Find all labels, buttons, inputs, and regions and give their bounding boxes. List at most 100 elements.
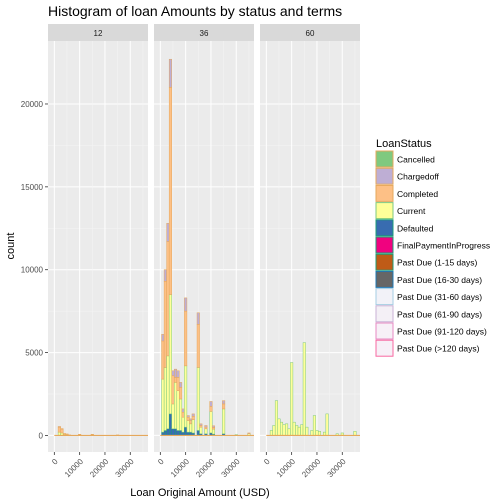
histogram-bar-chargedoff [222, 400, 226, 405]
facet-strip [260, 24, 360, 41]
legend-swatch [375, 150, 394, 168]
histogram-bar-current [161, 378, 165, 433]
histogram-bar-completed [222, 403, 226, 410]
legend-title: LoanStatus [376, 138, 432, 150]
histogram-bar-current [312, 415, 316, 436]
facet-strip [154, 24, 254, 41]
x-tick-label: 10000 [169, 457, 191, 479]
histogram-bar-chargedoff [209, 401, 213, 407]
histogram-bar-chargedoff [186, 415, 190, 418]
histogram-bar-chargedoff [161, 334, 165, 342]
legend-swatch [375, 270, 394, 288]
x-tick-label: 10000 [275, 457, 297, 479]
y-tick-label: 10000 [21, 266, 44, 275]
histogram-bar-defaulted [176, 430, 180, 436]
histogram-bar-completed [196, 324, 200, 368]
legend-swatch [375, 167, 394, 185]
histogram-bar-completed [168, 87, 172, 295]
histogram-bar-current [199, 426, 203, 435]
histogram-bar-current [297, 426, 301, 436]
histogram-bar-defaulted [184, 426, 188, 436]
legend-swatch [375, 339, 394, 357]
histogram-bar-current [292, 421, 296, 436]
x-tick-label: 20000 [194, 457, 216, 479]
histogram-bar-chargedoff [176, 370, 180, 378]
histogram-bar-completed [65, 433, 69, 436]
histogram-bar-chargedoff [199, 423, 203, 426]
x-tick-label: 0 [50, 457, 60, 467]
legend-label: FinalPaymentInProgress [397, 241, 490, 251]
x-axis-label: Loan Original Amount (USD) [130, 487, 269, 499]
x-tick-label: 0 [156, 457, 166, 467]
histogram-bar-current [181, 416, 185, 433]
histogram-bar-defaulted [179, 430, 183, 436]
histogram-bar-completed [186, 416, 190, 421]
legend-label: Completed [397, 189, 438, 199]
histogram-bar-completed [184, 310, 188, 367]
histogram-bar-current [186, 420, 190, 433]
legend-swatch [375, 219, 394, 237]
histogram-bar-current [171, 403, 175, 430]
histogram-bar-current [325, 413, 329, 436]
panel-background [260, 41, 360, 452]
histogram-bar-completed [181, 411, 185, 418]
histogram-bar-current [280, 421, 284, 436]
histogram-bar-current [277, 418, 281, 436]
histogram-bar-chargedoff [204, 425, 208, 428]
facet-panel-36: 36 0 10000 20000 30000 [154, 24, 254, 479]
histogram-bar-chargedoff [196, 312, 200, 325]
legend-label: Cancelled [397, 155, 435, 165]
histogram-bar-current [272, 425, 276, 436]
histogram-bar-current [174, 382, 178, 430]
x-tick-label: 30000 [114, 457, 136, 479]
histogram-bar-completed [57, 426, 61, 433]
histogram-bar-current [211, 428, 216, 435]
histogram-bar-current [191, 419, 195, 434]
histogram-bar-defaulted [174, 428, 178, 436]
histogram-bar-completed [174, 377, 178, 383]
legend-label: Defaulted [397, 223, 434, 233]
histogram-bar-current [310, 430, 314, 436]
histogram-bar-current [163, 367, 167, 431]
legend-label: Current [397, 206, 426, 216]
histogram-bar-completed [161, 340, 165, 380]
histogram-bar-chargedoff [168, 58, 172, 88]
histogram-bar-completed [62, 433, 66, 435]
legend: LoanStatus Cancelled Chargedoff Completed C… [375, 138, 490, 357]
legend-swatch [375, 305, 394, 323]
facet-panel-60: 60 0 10000 20000 30000 [260, 24, 360, 479]
chart-title: Histogram of loan Amounts by status and … [48, 3, 342, 19]
histogram-bar-chargedoff [171, 370, 175, 377]
x-tick-label: 30000 [326, 457, 348, 479]
legend-swatch [375, 288, 394, 306]
histogram-bar-chargedoff [181, 408, 185, 413]
facet-strip [48, 24, 148, 41]
histogram-bar-current [222, 408, 226, 435]
histogram-bar-current [274, 400, 278, 436]
histogram-bar-current [179, 398, 183, 431]
histogram-bar-chargedoff [163, 269, 167, 282]
legend-label: Past Due (61-90 days) [397, 309, 482, 319]
histogram-bar-current [269, 430, 273, 436]
histogram-bar-completed [176, 377, 180, 391]
legend-swatch [375, 236, 394, 254]
facet-panel-12: 12 0 10000 20000 30000 [48, 24, 148, 479]
histogram-bar-chargedoff [211, 425, 216, 428]
x-tick-label: 10000 [63, 457, 85, 479]
histogram-bar-completed [209, 406, 213, 412]
histogram-bar-chargedoff [166, 223, 170, 242]
histogram-bar-defaulted [168, 413, 172, 436]
histogram-bar-current [287, 428, 291, 436]
histogram-bar-current [196, 367, 200, 431]
histogram-bar-current [189, 423, 193, 433]
legend-swatch [375, 202, 394, 220]
histogram-bar-completed [189, 420, 193, 425]
histogram-bar-current [282, 424, 286, 436]
histogram-bar-current [315, 430, 319, 436]
legend-label: Past Due (91-120 days) [397, 327, 487, 337]
histogram-bar-current [305, 426, 309, 436]
histogram-bar-completed [166, 241, 170, 357]
histogram-bar-completed [179, 387, 183, 400]
histogram-bar-defaulted [196, 430, 200, 436]
